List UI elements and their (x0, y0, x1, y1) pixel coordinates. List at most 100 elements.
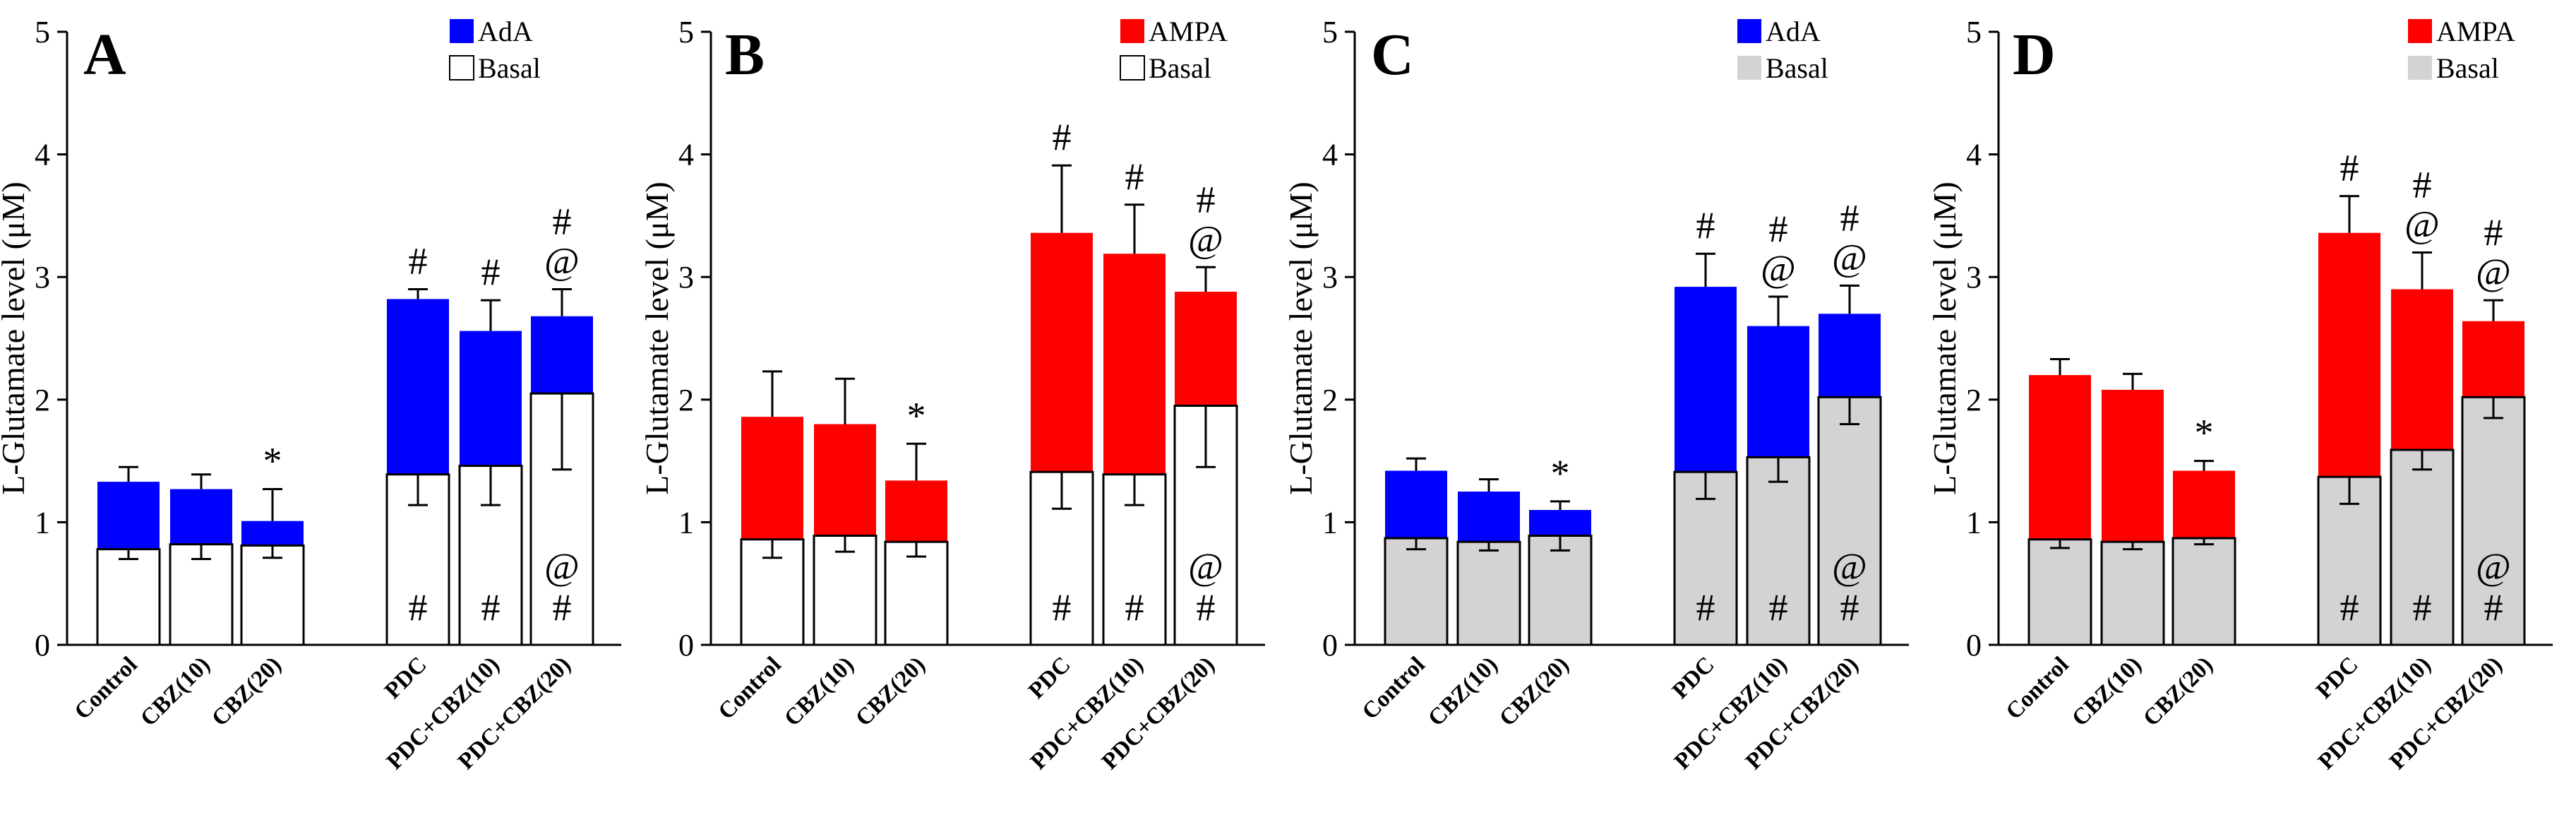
significance-mark: # (1769, 208, 1788, 250)
y-axis-title: L-Glutamate level (μM) (1283, 182, 1319, 495)
x-tick-label: CBZ(10) (136, 652, 215, 731)
bar-basal (2171, 537, 2236, 646)
bar-basal (240, 544, 305, 646)
significance-mark: # (2340, 147, 2359, 189)
bar-ampa (2318, 232, 2380, 477)
significance-mark: @ (1188, 218, 1223, 260)
y-tick-label: 5 (1966, 15, 1982, 49)
panel-letter: D (2013, 22, 2056, 88)
bar-basal (2461, 396, 2526, 646)
y-tick-label: 1 (35, 505, 50, 540)
significance-mark: # (1053, 586, 1072, 629)
significance-mark: * (2195, 412, 2214, 454)
bar-ada (97, 482, 160, 549)
bar-ada (1675, 287, 1737, 473)
bar-ampa (741, 417, 803, 540)
y-tick-label: 3 (35, 260, 50, 295)
significance-mark: # (1125, 586, 1144, 629)
y-tick-label: 3 (1322, 260, 1338, 295)
bar-ada (387, 299, 449, 475)
legend-label: Basal (2436, 52, 2499, 84)
y-tick-label: 0 (1966, 628, 1982, 662)
significance-mark: # (1197, 178, 1216, 220)
y-axis-title: L-Glutamate level (μM) (639, 182, 675, 495)
legend-label: Basal (1766, 52, 1828, 84)
significance-mark: # (2484, 586, 2503, 629)
significance-mark: # (1053, 116, 1072, 158)
y-tick-label: 2 (35, 383, 50, 417)
bar-ampa (814, 424, 876, 536)
bar-basal (884, 540, 949, 646)
y-tick-label: 4 (1322, 138, 1338, 172)
x-tick-label: Control (70, 652, 143, 725)
y-tick-label: 5 (678, 15, 694, 49)
y-tick-label: 5 (35, 15, 50, 49)
significance-mark: @ (2476, 251, 2511, 293)
y-tick-label: 4 (678, 138, 694, 172)
legend-swatch (2408, 19, 2432, 43)
significance-mark: # (2413, 163, 2432, 206)
panel-letter: A (83, 22, 126, 88)
y-tick-label: 3 (678, 260, 694, 295)
x-tick-label: CBZ(20) (2138, 652, 2217, 731)
bar-ampa (2462, 321, 2524, 398)
y-tick-label: 0 (35, 628, 50, 662)
bar-basal (1384, 537, 1449, 646)
legend-label: AMPA (1149, 16, 1228, 47)
bar-basal (1528, 534, 1593, 646)
y-tick-label: 2 (678, 383, 694, 417)
y-axis-title: L-Glutamate level (μM) (1927, 182, 1963, 495)
legend-swatch (1120, 19, 1144, 43)
bar-ada (460, 331, 522, 466)
significance-mark: * (1551, 452, 1570, 494)
significance-mark: # (2340, 586, 2359, 629)
significance-mark: # (1696, 586, 1715, 629)
legend-swatch (1737, 19, 1761, 43)
significance-mark: # (409, 240, 428, 283)
bar-ampa (885, 480, 947, 542)
significance-mark: @ (2404, 203, 2440, 245)
x-tick-label: PDC (2311, 652, 2363, 703)
bar-basal (813, 534, 877, 646)
significance-mark: # (1840, 586, 1859, 629)
y-tick-label: 4 (35, 138, 50, 172)
bar-ampa (2391, 289, 2453, 450)
legend-label: AdA (478, 16, 533, 47)
significance-mark: @ (1188, 545, 1223, 588)
x-tick-label: PDC (1667, 652, 1719, 703)
bar-basal (1102, 473, 1167, 646)
bar-basal (1456, 540, 1521, 646)
significance-mark: @ (1761, 247, 1796, 290)
x-tick-label: CBZ(10) (2067, 652, 2146, 731)
y-tick-label: 1 (678, 505, 694, 540)
bar-ada (170, 489, 232, 545)
bar-ada (531, 316, 593, 394)
significance-mark: # (553, 201, 572, 243)
significance-mark: # (2484, 211, 2503, 254)
y-tick-label: 2 (1322, 383, 1338, 417)
bar-basal (2100, 540, 2165, 646)
significance-mark: * (263, 440, 282, 482)
x-tick-label: PDC (380, 652, 431, 703)
y-axis-title: L-Glutamate level (μM) (0, 182, 31, 495)
legend-swatch (450, 19, 474, 43)
significance-mark: * (907, 394, 926, 436)
bar-ada (1385, 470, 1447, 538)
significance-mark: # (1125, 155, 1144, 198)
bar-basal (458, 465, 523, 646)
significance-mark: @ (1832, 545, 1867, 588)
bar-ada (241, 521, 304, 546)
significance-mark: # (1840, 196, 1859, 239)
significance-mark: # (1197, 586, 1216, 629)
y-tick-label: 4 (1966, 138, 1982, 172)
bar-ampa (1175, 292, 1237, 406)
y-tick-label: 0 (678, 628, 694, 662)
legend-swatch (1737, 56, 1761, 80)
significance-mark: @ (1832, 236, 1867, 278)
x-tick-label: Control (2001, 652, 2074, 725)
significance-mark: @ (544, 545, 580, 588)
panel-a: 0 1 2 3 4 5 L-Glutamate level (μM) A ControlCBZ(… (0, 15, 621, 775)
y-tick-label: 2 (1966, 383, 1982, 417)
